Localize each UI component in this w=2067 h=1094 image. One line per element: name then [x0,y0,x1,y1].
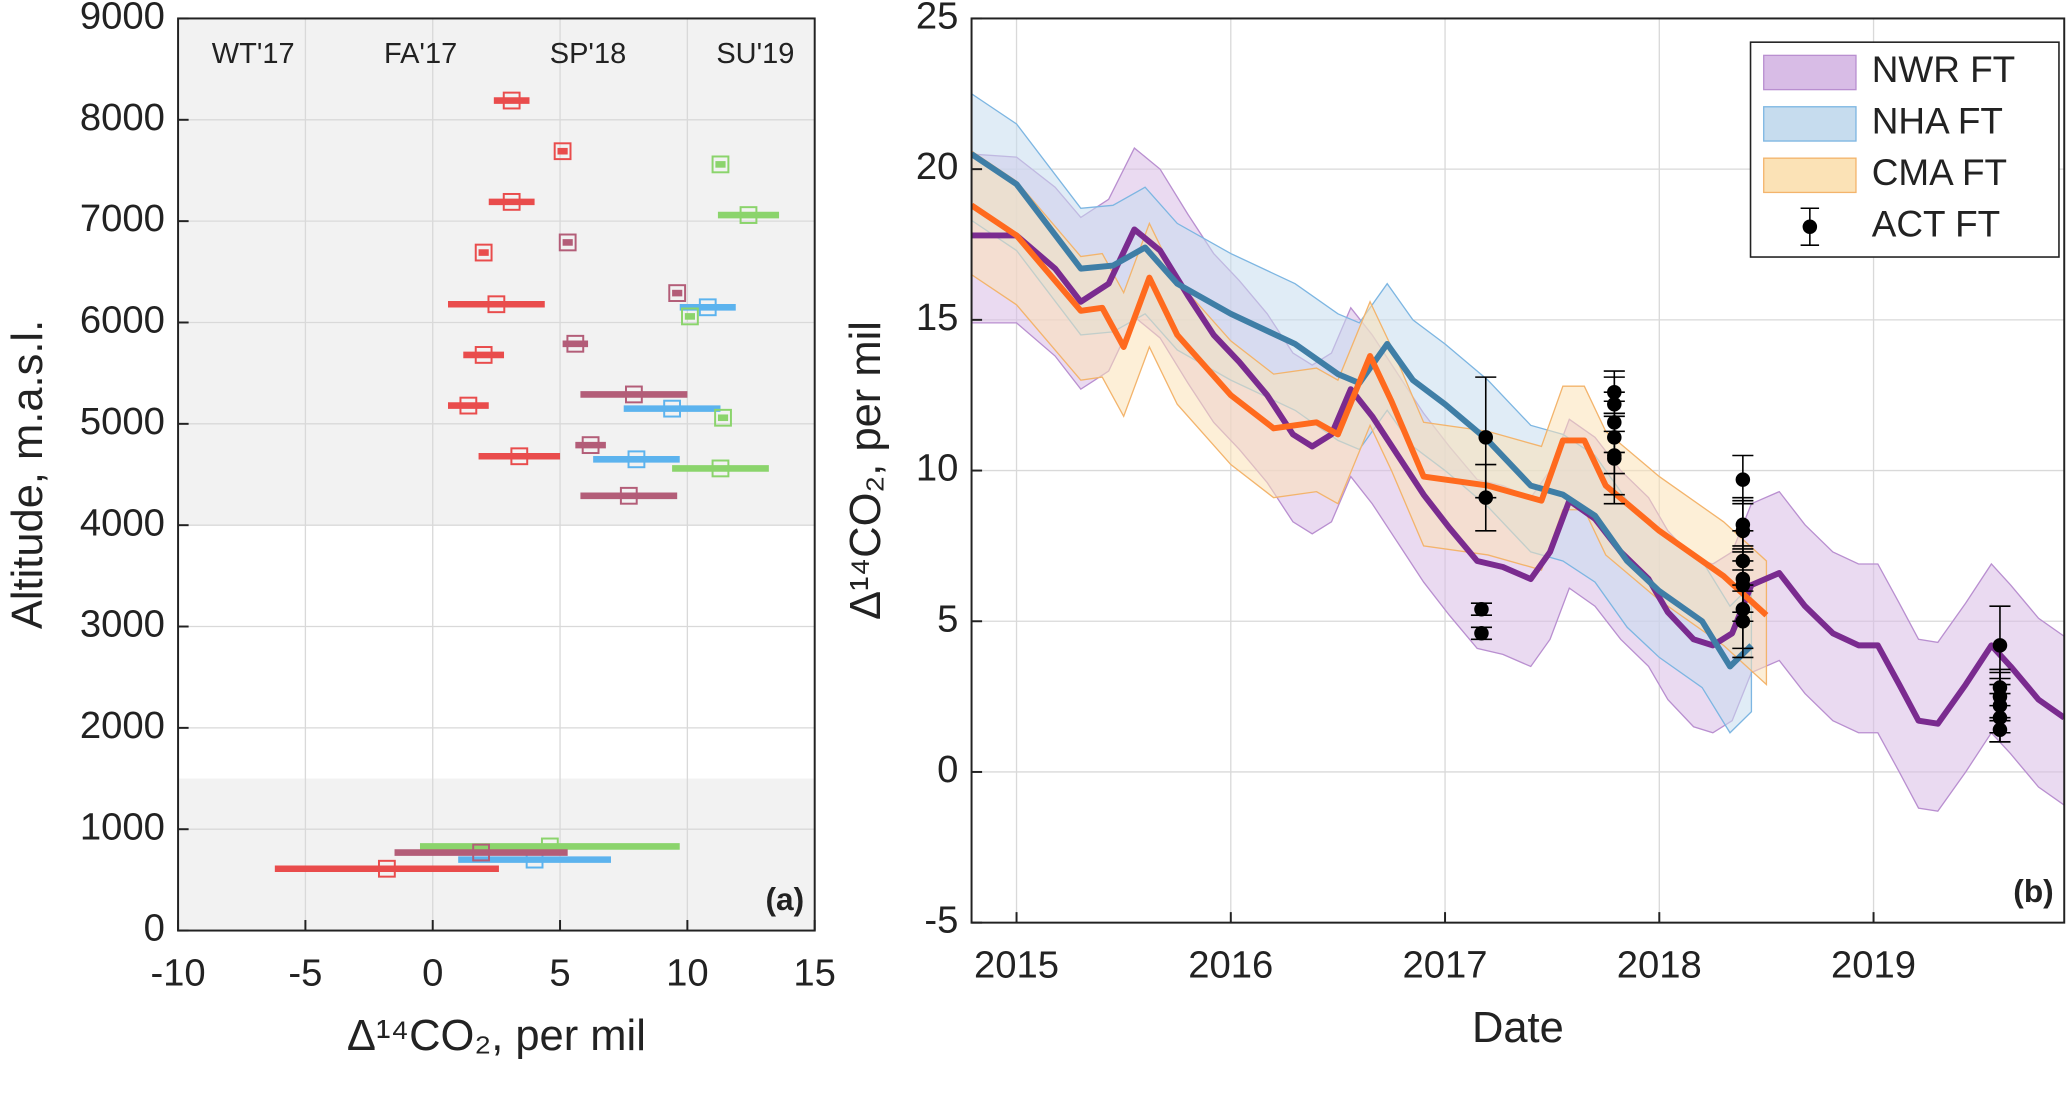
series-line [971,226,2065,727]
point [566,334,585,353]
point [627,450,646,469]
point [711,155,730,174]
y-tick-label: -5 [924,899,958,942]
point [474,243,493,262]
legend-label: CMA FT [1872,152,2007,193]
point [487,295,506,314]
point [377,859,396,878]
point [1478,490,1494,505]
x-tick-label: 2017 [1403,944,1488,987]
y-tick-label: 0 [937,748,958,791]
y-tick-label: 20 [916,145,959,188]
point [510,447,529,466]
y-tick-label: 25 [916,0,959,38]
y-axis-label: Altitude, m.a.s.l. [4,320,52,629]
point [474,346,493,364]
legend-swatch [1763,106,1857,142]
axes-frame [970,17,2066,924]
x-tick-label: 0 [422,951,443,994]
uncertainty-band [971,150,1768,687]
y-tick-label: 8000 [80,96,165,139]
point [698,298,717,317]
y-tick-label: 1000 [80,805,165,848]
point [553,142,572,161]
legend-label: WT'17 [212,38,295,70]
legend-swatch [1763,157,1857,194]
axes-frame [177,17,816,932]
y-tick-label: 15 [916,296,959,339]
x-tick-label: -5 [288,951,322,994]
legend-label: SP'18 [550,38,626,70]
y-tick-label: 4000 [80,501,165,544]
point [502,91,521,110]
x-axis-label: Δ¹⁴CO₂, per mil [347,1012,646,1060]
series-line [971,202,1769,618]
y-tick-label: 0 [144,907,165,950]
y-tick-label: 3000 [80,603,165,646]
point [681,307,699,326]
x-tick-label: 2018 [1617,944,1702,987]
legend-label: ACT FT [1872,203,2000,244]
point [714,408,732,427]
point [1735,614,1751,629]
point [472,843,491,862]
point [1478,430,1494,445]
point [625,385,643,404]
x-tick-label: 2015 [974,944,1059,987]
legend-label: NWR FT [1872,49,2015,90]
y-tick-label: 9000 [80,0,165,38]
x-axis-label: Date [1472,1004,1564,1052]
point [1474,601,1489,617]
y-tick-label: 7000 [80,197,165,240]
x-tick-label: 2016 [1188,944,1273,987]
point [459,396,478,415]
legend-label: SU'19 [716,38,794,70]
x-tick-label: 10 [666,951,709,994]
point [1607,451,1622,466]
point [619,486,638,505]
legend-label: NHA FT [1872,101,2003,142]
plot-area [178,18,815,931]
y-tick-label: 5000 [80,400,165,443]
point [663,399,681,418]
x-tick-label: 15 [793,951,836,994]
y-tick-label: 2000 [80,704,165,747]
x-tick-label: 2019 [1831,944,1916,987]
point [581,436,600,455]
y-tick-label: 10 [916,447,959,490]
x-tick-label: -10 [150,951,205,994]
point [558,233,577,252]
legend-swatch [1802,219,1818,234]
y-tick-label: 5 [937,597,958,640]
point [668,284,687,302]
y-axis-label: Δ¹⁴CO₂, per mil [842,321,890,620]
point [502,192,521,211]
shaded-range [178,18,815,526]
point [739,206,758,224]
x-tick-label: 5 [549,951,570,994]
point [1992,638,2008,653]
point [1992,722,2008,738]
y-tick-label: 6000 [80,299,165,342]
series-line [971,151,1754,670]
legend-label: FA'17 [384,38,457,70]
point [1474,626,1489,641]
legend-swatch [1763,54,1857,91]
point [1735,472,1751,487]
panel-annotation: (b) [2013,873,2053,909]
point [711,459,730,478]
panel-annotation: (a) [765,881,804,917]
